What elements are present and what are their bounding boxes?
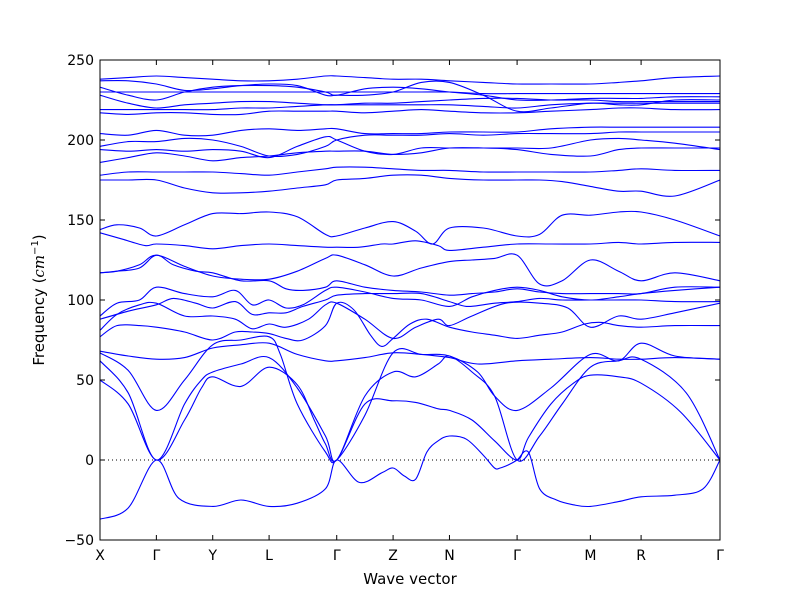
x-tick-label-1: Γ <box>152 548 160 564</box>
y-axis-ticks: −50 0 50 100 150 200 250 <box>64 53 720 549</box>
branch-line-18 <box>100 126 720 137</box>
x-tick-label-4: Γ <box>333 548 341 564</box>
y-axis-label-suffix: ) <box>30 234 48 240</box>
x-tick-label-10: Γ <box>716 548 724 564</box>
branch-line-16 <box>100 135 720 159</box>
branch-line-4 <box>100 342 720 365</box>
y-tick-label-5: 200 <box>67 133 94 149</box>
branch-line-3 <box>100 335 720 464</box>
branch-line-25 <box>100 75 720 85</box>
y-axis-label-prefix: Frequency ( <box>30 278 48 366</box>
x-tick-label-8: M <box>584 548 596 564</box>
x-tick-label-3: L <box>265 548 273 564</box>
branch-line-0 <box>100 435 720 520</box>
x-tick-label-6: N <box>444 548 454 564</box>
branch-line-7 <box>100 292 720 320</box>
branch-line-9 <box>100 254 720 296</box>
branch-line-12 <box>100 210 720 245</box>
branch-line-8 <box>100 286 720 317</box>
branch-line-6 <box>100 301 720 339</box>
x-axis-label: Wave vector <box>363 570 457 588</box>
y-axis-label-unit: cm <box>30 255 48 278</box>
y-tick-label-2: 50 <box>76 373 94 389</box>
phonon-branches <box>100 75 720 520</box>
branch-line-11 <box>100 232 720 251</box>
branch-line-14 <box>100 166 720 176</box>
x-tick-label-7: Γ <box>513 548 521 564</box>
y-tick-label-0: −50 <box>64 533 94 549</box>
branch-line-20 <box>100 102 720 111</box>
branch-line-15 <box>100 147 720 163</box>
y-axis-label: Frequency (cm−1) <box>30 234 48 365</box>
y-tick-label-1: 0 <box>85 453 94 469</box>
x-tick-label-9: R <box>636 548 646 564</box>
branch-line-17 <box>100 131 720 158</box>
branch-line-19 <box>100 107 720 116</box>
branch-line-13 <box>100 174 720 197</box>
branch-line-22 <box>100 91 720 95</box>
branch-line-23 <box>100 84 720 101</box>
y-axis-label-exponent: −1 <box>30 240 41 255</box>
y-tick-label-3: 100 <box>67 293 94 309</box>
y-tick-label-4: 150 <box>67 213 94 229</box>
branch-line-24 <box>100 80 720 113</box>
branch-line-2 <box>100 355 720 462</box>
x-tick-label-5: Z <box>388 548 398 564</box>
y-tick-label-6: 250 <box>67 53 94 69</box>
branch-line-21 <box>100 94 720 109</box>
x-tick-label-2: Y <box>207 548 217 564</box>
branch-line-10 <box>100 253 720 287</box>
x-tick-label-0: X <box>95 548 105 564</box>
